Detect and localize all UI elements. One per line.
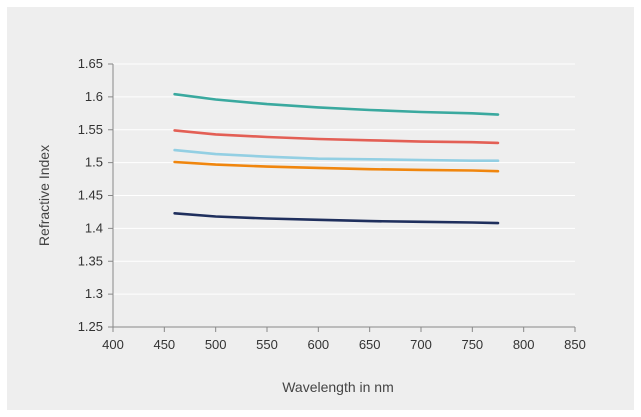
series-line-5 [173,212,500,225]
x-tick-label: 500 [205,337,227,352]
y-tick-label: 1.45 [78,188,103,203]
x-tick-label: 800 [513,337,535,352]
x-tick-label: 450 [153,337,175,352]
x-tick-label: 600 [307,337,329,352]
x-tick-label: 700 [410,337,432,352]
y-tick-label: 1.35 [78,253,103,268]
y-tick-label: 1.4 [85,220,103,235]
x-tick-labels: 400 450 500 550 600 650 700 750 800 850 [102,327,586,352]
y-axis-title: Refractive Index [36,145,52,246]
series-line-3 [173,148,500,162]
grid-lines [113,63,575,295]
series-line-1 [173,92,500,116]
y-tick-label: 1.6 [85,89,103,104]
x-tick-label: 400 [102,337,124,352]
series-lines [173,92,500,225]
series-line-2 [173,129,500,145]
x-tick-label: 550 [256,337,278,352]
y-tick-label: 1.55 [78,122,103,137]
series-line-4 [173,160,500,173]
x-tick-label: 850 [564,337,586,352]
line-chart: 1.25 1.3 1.35 1.4 1.45 1.5 1.55 1.6 1.65 400 450 5… [36,56,586,395]
x-tick-label: 750 [461,337,483,352]
y-tick-label: 1.5 [85,155,103,170]
y-tick-label: 1.25 [78,319,103,334]
y-tick-label: 1.65 [78,56,103,71]
chart-frame: 1.25 1.3 1.35 1.4 1.45 1.5 1.55 1.6 1.65 400 450 5… [7,7,634,410]
y-tick-labels: 1.25 1.3 1.35 1.4 1.45 1.5 1.55 1.6 1.65 [78,56,113,334]
y-tick-label: 1.3 [85,286,103,301]
x-tick-label: 650 [359,337,381,352]
x-axis-title: Wavelength in nm [282,379,394,395]
